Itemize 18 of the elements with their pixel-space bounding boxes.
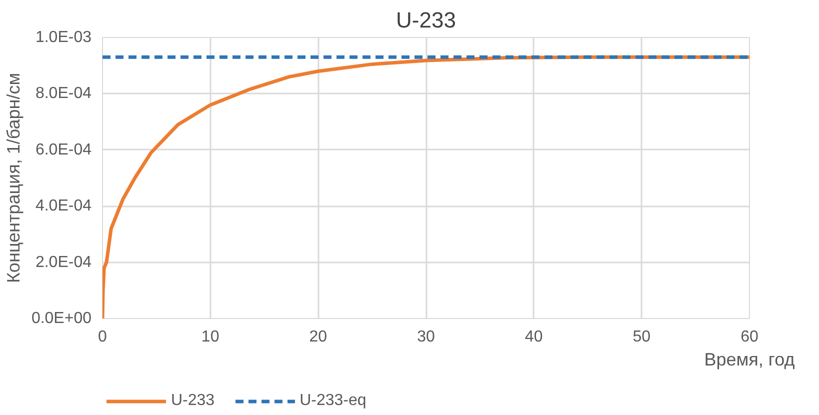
- y-tick-label: 2.0E-04: [35, 254, 92, 271]
- x-tick-label: 40: [524, 328, 543, 346]
- x-tick-label: 60: [740, 328, 758, 346]
- y-tick-label: 6.0E-04: [35, 141, 92, 158]
- legend-label: U-233-eq: [300, 392, 366, 410]
- x-axis-title: Время, год: [704, 350, 796, 370]
- y-axis-title: Концентрация, 1/барн/см: [3, 72, 24, 284]
- x-tick-label: 10: [201, 328, 220, 346]
- y-tick-label: 1.0E-03: [35, 29, 92, 46]
- x-tick-label: 0: [98, 328, 108, 346]
- y-tick-label: 8.0E-04: [35, 85, 92, 102]
- chart-title: U-233: [396, 8, 456, 32]
- x-tick-label: 50: [632, 328, 651, 346]
- x-tick-label: 20: [309, 328, 328, 346]
- y-tick-label: 4.0E-04: [35, 198, 92, 215]
- legend-label: U-233: [171, 392, 215, 410]
- y-tick-label: 0.0E+00: [31, 310, 92, 327]
- x-tick-label: 30: [417, 328, 435, 346]
